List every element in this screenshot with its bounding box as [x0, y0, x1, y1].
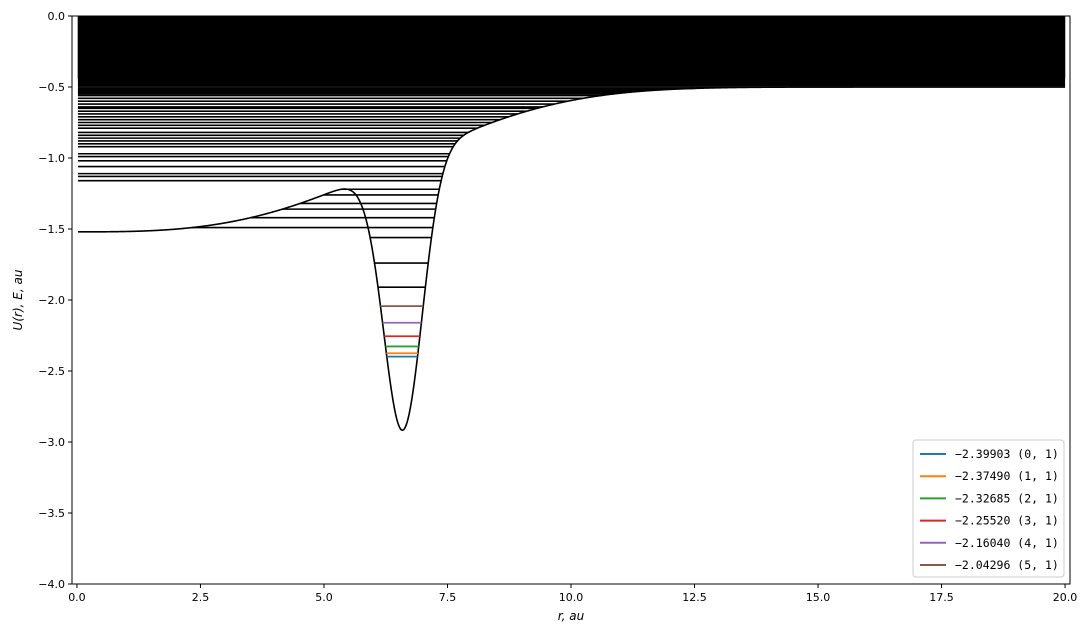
legend-label: −2.39903 (0, 1)	[955, 447, 1059, 461]
x-tick-label: 2.5	[192, 591, 210, 604]
x-tick-label: 0.0	[68, 591, 86, 604]
y-tick-label: 0.0	[48, 10, 66, 23]
x-tick-label: 12.5	[682, 591, 707, 604]
y-tick-label: −2.0	[38, 294, 65, 307]
y-tick-label: −4.0	[38, 578, 65, 591]
energy-levels	[77, 16, 1066, 289]
x-axis-label: r, au	[558, 609, 585, 623]
highlighted-levels	[380, 305, 424, 358]
y-tick-label: −0.5	[38, 81, 65, 94]
y-tick-label: −2.5	[38, 365, 65, 378]
legend-label: −2.25520 (3, 1)	[955, 514, 1059, 528]
y-tick-label: −3.5	[38, 507, 65, 520]
x-tick-label: 17.5	[929, 591, 954, 604]
legend-box	[912, 439, 1065, 578]
y-axis-ticks: 0.0 −0.5 −1.0 −1.5 −2.0 −2.5 −3.0 −3.5 −4.0	[38, 10, 72, 591]
x-tick-label: 20.0	[1053, 591, 1078, 604]
legend-label: −2.32685 (2, 1)	[955, 491, 1059, 505]
y-tick-label: −1.5	[38, 223, 65, 236]
x-tick-label: 10.0	[559, 591, 584, 604]
x-tick-label: 5.0	[315, 591, 333, 604]
y-tick-label: −3.0	[38, 436, 65, 449]
legend-label: −2.16040 (4, 1)	[955, 536, 1059, 550]
potential-curve	[77, 86, 1066, 432]
x-tick-label: 7.5	[439, 591, 457, 604]
x-tick-label: 15.0	[806, 591, 831, 604]
legend-label: −2.37490 (1, 1)	[955, 469, 1059, 483]
legend-label: −2.04296 (5, 1)	[955, 558, 1059, 572]
y-tick-label: −1.0	[38, 152, 65, 165]
x-axis-ticks: 0.0 2.5 5.0 7.5 10.0 12.5 15.0 17.5 20.0	[68, 584, 1077, 604]
y-axis-label: U(r), E, au	[11, 269, 25, 330]
legend: −2.39903 (0, 1) −2.37490 (1, 1) −2.32685 (…	[912, 439, 1065, 578]
